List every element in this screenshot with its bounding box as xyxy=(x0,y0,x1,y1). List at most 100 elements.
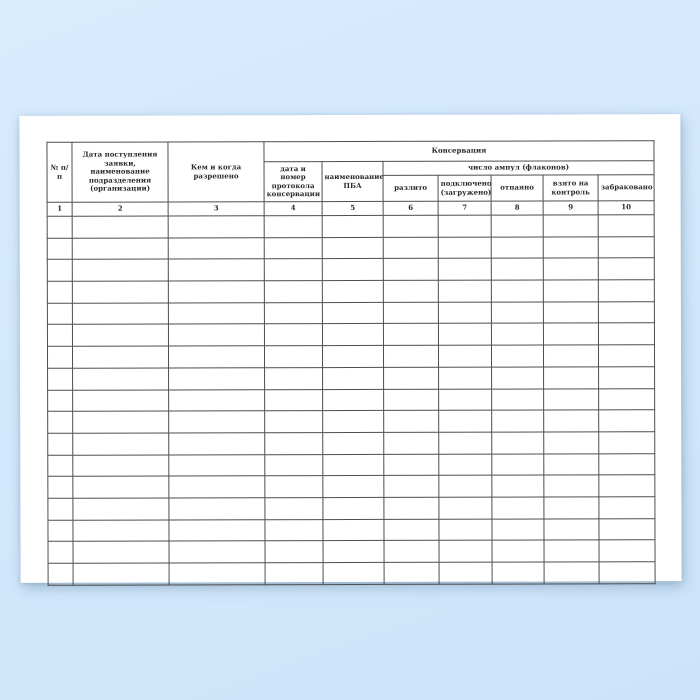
header-row-1: № п/п Дата поступления заявки, наименова… xyxy=(46,140,655,203)
empty-cell xyxy=(168,367,265,390)
empty-cell xyxy=(323,562,385,585)
empty-cell xyxy=(438,475,492,498)
empty-cell xyxy=(438,323,492,346)
empty-cell xyxy=(47,216,73,238)
empty-cell xyxy=(491,410,544,433)
empty-cell xyxy=(491,258,544,281)
empty-cell xyxy=(438,366,492,389)
empty-cell xyxy=(383,345,439,368)
header-taken-control: взято на контроль xyxy=(543,174,599,201)
empty-cell xyxy=(264,324,323,346)
empty-cell xyxy=(598,453,655,476)
empty-cell xyxy=(383,410,439,433)
empty-cell xyxy=(598,496,655,519)
empty-cell xyxy=(322,237,384,259)
empty-cell xyxy=(491,475,544,498)
header-pba-name: наименование ПБА xyxy=(322,161,384,202)
column-number-5: 5 xyxy=(322,201,384,216)
empty-cell xyxy=(598,474,655,497)
empty-cell xyxy=(264,475,323,498)
table-row xyxy=(47,236,655,260)
empty-cell xyxy=(438,497,492,519)
header-protocol: дата и номер протокола консервации xyxy=(264,161,323,202)
empty-cell xyxy=(72,389,169,412)
empty-cell xyxy=(264,280,323,303)
empty-cell xyxy=(47,259,73,282)
empty-cell xyxy=(491,388,544,411)
empty-cell xyxy=(438,518,493,541)
header-num: № п/п xyxy=(46,142,73,203)
empty-cell xyxy=(492,561,545,584)
empty-cell xyxy=(72,367,169,390)
empty-cell xyxy=(383,432,439,454)
column-number-7: 7 xyxy=(438,201,492,216)
empty-cell xyxy=(168,497,265,520)
table-row xyxy=(47,344,655,369)
empty-cell xyxy=(491,345,544,367)
empty-cell xyxy=(383,518,440,541)
empty-cell xyxy=(322,388,384,411)
empty-cell xyxy=(168,519,266,542)
empty-cell xyxy=(73,541,170,564)
empty-cell xyxy=(47,302,73,325)
empty-cell xyxy=(598,236,655,259)
empty-cell xyxy=(598,518,656,541)
empty-cell xyxy=(47,519,74,542)
empty-cell xyxy=(598,344,655,367)
empty-cell xyxy=(47,476,73,499)
empty-cell xyxy=(543,344,599,367)
header-date-request: Дата поступления заявки, наименование по… xyxy=(71,141,169,203)
empty-cell xyxy=(438,301,492,324)
empty-cell xyxy=(598,279,655,302)
empty-cell xyxy=(598,431,655,454)
empty-cell xyxy=(322,215,384,238)
empty-cell xyxy=(598,258,655,280)
empty-cell xyxy=(72,237,169,260)
empty-cell xyxy=(322,280,384,303)
empty-cell xyxy=(384,562,440,585)
journal-table: № п/п Дата поступления заявки, наименова… xyxy=(46,140,656,585)
table-row xyxy=(47,409,655,434)
table-row xyxy=(47,214,655,238)
empty-cell xyxy=(264,215,323,238)
empty-cell xyxy=(491,496,544,519)
empty-cell xyxy=(168,454,265,477)
empty-cell xyxy=(169,562,266,585)
table-header: № п/п Дата поступления заявки, наименова… xyxy=(46,140,655,217)
empty-cell xyxy=(384,540,440,563)
empty-cell xyxy=(322,432,384,455)
empty-cell xyxy=(383,367,439,389)
empty-cell xyxy=(491,301,544,324)
empty-cell xyxy=(168,215,265,238)
empty-cell xyxy=(544,540,600,562)
empty-cell xyxy=(47,346,73,369)
empty-cell xyxy=(383,302,439,324)
empty-cell xyxy=(491,518,545,541)
empty-cell xyxy=(599,540,656,562)
table-body xyxy=(47,214,656,585)
empty-cell xyxy=(438,258,492,281)
column-number-1: 1 xyxy=(47,202,73,217)
empty-cell xyxy=(438,453,492,476)
empty-cell xyxy=(322,323,384,346)
empty-cell xyxy=(322,519,385,541)
empty-cell xyxy=(264,454,323,476)
empty-cell xyxy=(598,301,655,324)
header-ampoules-group: число ампул (флаконов) xyxy=(383,160,655,176)
document-page: № п/п Дата поступления заявки, наименова… xyxy=(19,114,682,585)
empty-cell xyxy=(72,432,169,455)
empty-cell xyxy=(48,541,74,564)
empty-cell xyxy=(72,302,169,325)
empty-cell xyxy=(383,323,439,346)
empty-cell xyxy=(438,236,492,259)
table-row xyxy=(47,301,655,325)
empty-cell xyxy=(322,497,384,520)
empty-cell xyxy=(491,453,544,476)
empty-cell xyxy=(598,388,655,411)
empty-cell xyxy=(543,323,599,346)
empty-cell xyxy=(322,258,384,281)
empty-cell xyxy=(598,366,655,389)
empty-cell xyxy=(264,345,323,368)
table-row xyxy=(47,496,655,520)
